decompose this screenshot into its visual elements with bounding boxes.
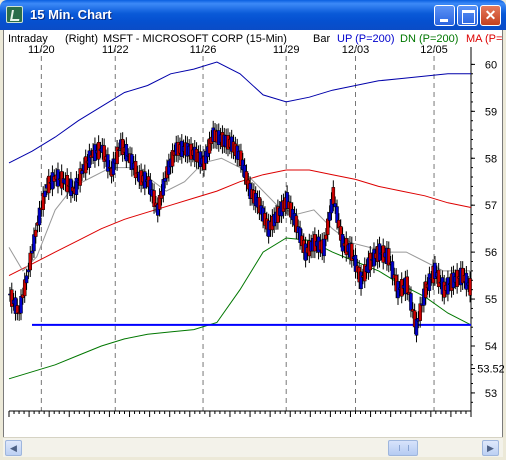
price-bar-body bbox=[326, 218, 330, 235]
price-bar-body bbox=[414, 318, 419, 336]
price-bar-body bbox=[34, 229, 38, 237]
chart-panel[interactable]: Intraday (Right) MSFT - MICROSOFT CORP (… bbox=[3, 30, 504, 437]
price-bar-body bbox=[65, 175, 69, 193]
price-bar-body bbox=[446, 277, 450, 295]
price-bar-body bbox=[418, 303, 422, 321]
price-bar-body bbox=[455, 269, 459, 287]
price-bar-body bbox=[15, 305, 20, 314]
price-bar-body bbox=[387, 248, 391, 266]
price-bar-body bbox=[56, 169, 60, 187]
price-bar-body bbox=[340, 234, 345, 252]
close-button[interactable]: ✕ bbox=[480, 5, 501, 26]
legend-up: UP (P=200) bbox=[337, 33, 395, 45]
price-bar-body bbox=[368, 252, 373, 271]
price-bar-body bbox=[322, 238, 326, 257]
x-axis-date-labels: 11/20 11/22 11/26 11/29 12/03 12/05 bbox=[28, 44, 448, 56]
header-scale-side: (Right) bbox=[65, 33, 98, 45]
title-bar[interactable]: 15 Min. Chart ✕ bbox=[0, 0, 506, 30]
price-bar-body bbox=[74, 177, 79, 195]
price-bar-body bbox=[19, 295, 23, 314]
scroll-thumb[interactable] bbox=[388, 440, 418, 456]
price-bar-body bbox=[10, 289, 14, 307]
price-bar-body bbox=[107, 166, 112, 169]
price-label: 58 bbox=[485, 153, 497, 165]
minimize-button[interactable] bbox=[434, 5, 455, 26]
price-bar-body bbox=[427, 273, 432, 291]
price-bar-body bbox=[124, 144, 129, 162]
price-bar-body bbox=[133, 160, 138, 179]
price-bar-body bbox=[32, 234, 36, 252]
axes bbox=[8, 47, 472, 417]
price-bar-body bbox=[359, 271, 363, 289]
date-gridlines bbox=[40, 47, 435, 411]
header-symbol: MSFT - MICROSOFT CORP (15-Min) bbox=[103, 33, 287, 45]
price-bars bbox=[8, 120, 472, 343]
price-label: 59 bbox=[485, 106, 497, 118]
series-1-line bbox=[8, 237, 472, 380]
price-bar-body bbox=[46, 175, 51, 194]
price-bar-body bbox=[327, 212, 332, 221]
indicator-lines bbox=[8, 61, 472, 380]
header-style: Bar bbox=[313, 33, 330, 45]
price-bar-body bbox=[409, 293, 413, 311]
header-mode: Intraday bbox=[8, 33, 48, 45]
price-bar-body bbox=[377, 243, 382, 261]
price-label: 56 bbox=[485, 247, 497, 259]
price-bar-body bbox=[28, 252, 33, 271]
price-bar-body bbox=[464, 272, 469, 290]
price-bar-body bbox=[106, 154, 110, 172]
price-bar-body bbox=[37, 207, 42, 226]
price-bar-body bbox=[436, 269, 441, 288]
price-bar-body bbox=[80, 170, 84, 175]
price-label: 53.52 bbox=[477, 364, 504, 376]
series-0-line bbox=[8, 61, 471, 164]
series-2-line bbox=[8, 169, 472, 277]
price-bar-body bbox=[43, 190, 47, 198]
price-bar-body bbox=[120, 138, 125, 155]
price-bar-body bbox=[117, 149, 121, 151]
maximize-button[interactable] bbox=[457, 5, 478, 26]
legend-dn: DN (P=200) bbox=[400, 33, 458, 45]
price-label: 55 bbox=[485, 294, 497, 306]
price-bar-body bbox=[30, 250, 34, 254]
price-label: 54 bbox=[485, 341, 497, 353]
price-bar-body bbox=[161, 179, 166, 196]
horizontal-scrollbar[interactable]: ◀ ▶ bbox=[3, 437, 503, 457]
price-bar-body bbox=[331, 187, 336, 205]
price-bar-body bbox=[324, 234, 328, 240]
price-bar-body bbox=[87, 150, 92, 168]
price-bar-body bbox=[24, 275, 29, 284]
scroll-left-button[interactable]: ◀ bbox=[5, 440, 22, 456]
chart-app-icon bbox=[6, 6, 23, 23]
price-label: 53 bbox=[485, 388, 497, 400]
scroll-right-button[interactable]: ▶ bbox=[482, 440, 499, 456]
price-bar-body bbox=[83, 156, 88, 174]
price-label: 60 bbox=[485, 59, 497, 71]
window-title: 15 Min. Chart bbox=[30, 7, 112, 22]
price-bar-body bbox=[163, 177, 167, 182]
price-label: 57 bbox=[485, 200, 497, 212]
price-bar-body bbox=[405, 276, 409, 294]
price-chart[interactable]: Intraday (Right) MSFT - MICROSOFT CORP (… bbox=[4, 30, 504, 437]
legend-ma: MA (P= bbox=[466, 33, 502, 45]
price-bar-body bbox=[468, 278, 472, 296]
y-axis-price-labels: 60 59 58 57 56 55 54 53.52 53 bbox=[471, 59, 504, 403]
